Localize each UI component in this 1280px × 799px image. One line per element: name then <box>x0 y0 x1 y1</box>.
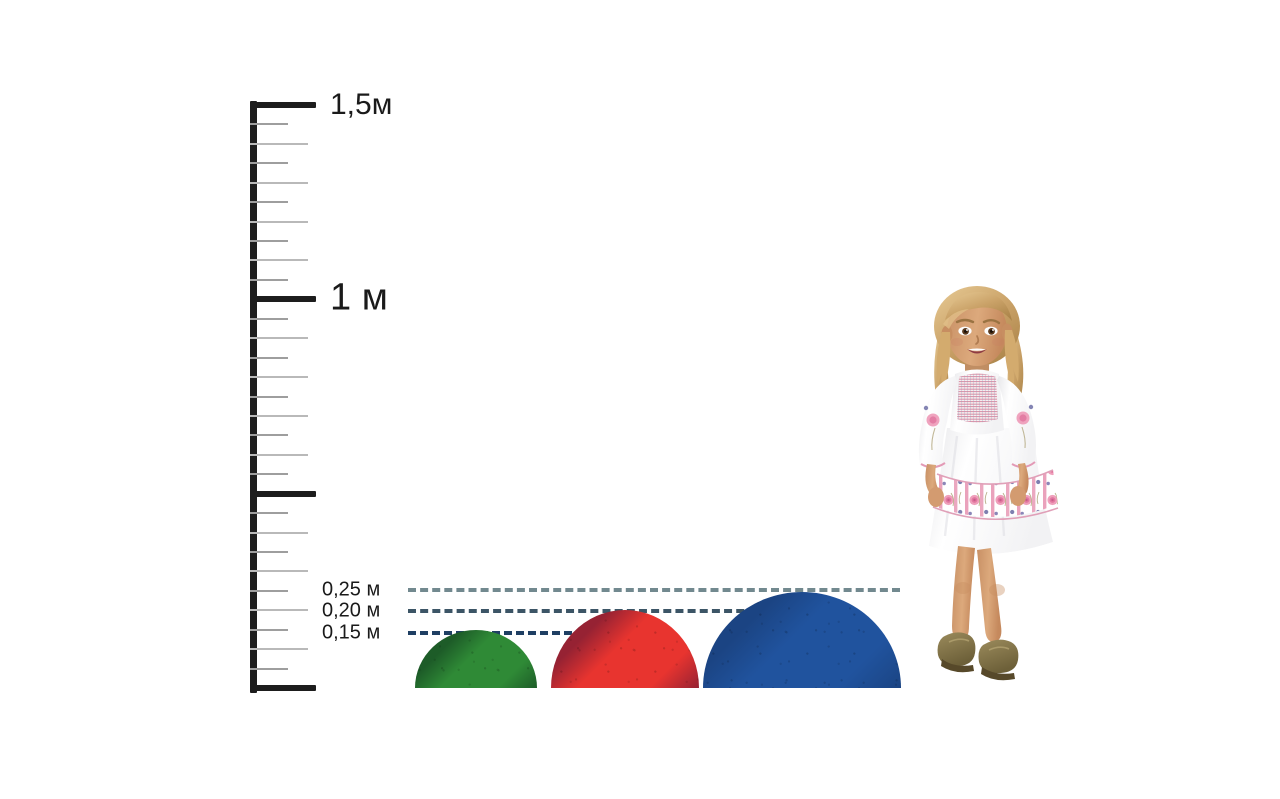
ruler-minor-tick <box>250 531 308 534</box>
height-scale-ruler: 1,5м 1 м <box>0 0 392 799</box>
green-dome <box>415 630 537 688</box>
ruler-minor-tick <box>250 570 308 573</box>
dome-level-leader-line <box>408 609 805 613</box>
ruler-minor-tick <box>250 123 288 126</box>
ruler-minor-tick <box>250 667 288 670</box>
ruler-minor-tick <box>250 142 308 145</box>
ruler-minor-tick <box>250 356 288 359</box>
dome-texture <box>415 630 537 688</box>
dome-level-label: 0,20 м <box>322 599 381 622</box>
ruler-minor-tick <box>250 162 288 165</box>
ruler-minor-tick <box>250 589 288 592</box>
ruler-major-tick <box>250 685 316 691</box>
dome-level-leader-line <box>408 631 620 635</box>
ruler-minor-tick <box>250 628 288 631</box>
dome-texture <box>551 610 699 688</box>
ruler-minor-tick <box>250 337 308 340</box>
dome-level-label: 0,15 м <box>322 621 381 644</box>
ruler-major-label: 1 м <box>330 276 388 319</box>
ruler-minor-tick <box>250 434 288 437</box>
ruler-minor-tick <box>250 278 288 281</box>
ruler-minor-tick <box>250 453 308 456</box>
dome-level-leader-line <box>408 588 900 592</box>
ruler-major-tick <box>250 490 316 497</box>
ruler-minor-tick <box>250 648 308 651</box>
ruler-minor-tick <box>250 317 288 320</box>
ruler-minor-tick <box>250 240 288 243</box>
blue-dome <box>703 592 901 688</box>
ruler-minor-tick <box>250 259 308 262</box>
ruler-major-tick <box>250 102 316 108</box>
ruler-minor-tick <box>250 395 288 398</box>
ruler-minor-tick <box>250 473 288 476</box>
child-figure <box>885 278 1095 690</box>
ruler-minor-tick <box>250 220 308 223</box>
ruler-minor-tick <box>250 414 308 417</box>
ruler-minor-tick <box>250 609 308 612</box>
ruler-minor-tick <box>250 550 288 553</box>
ruler-major-tick <box>250 296 316 303</box>
red-dome <box>551 610 699 688</box>
dome-level-label: 0,25 м <box>322 578 381 601</box>
ruler-major-label: 1,5м <box>330 88 393 121</box>
ruler-minor-tick <box>250 512 288 515</box>
ruler-minor-tick <box>250 181 308 184</box>
ruler-minor-tick <box>250 201 288 204</box>
ruler-minor-tick <box>250 376 308 379</box>
dome-texture <box>703 592 901 688</box>
